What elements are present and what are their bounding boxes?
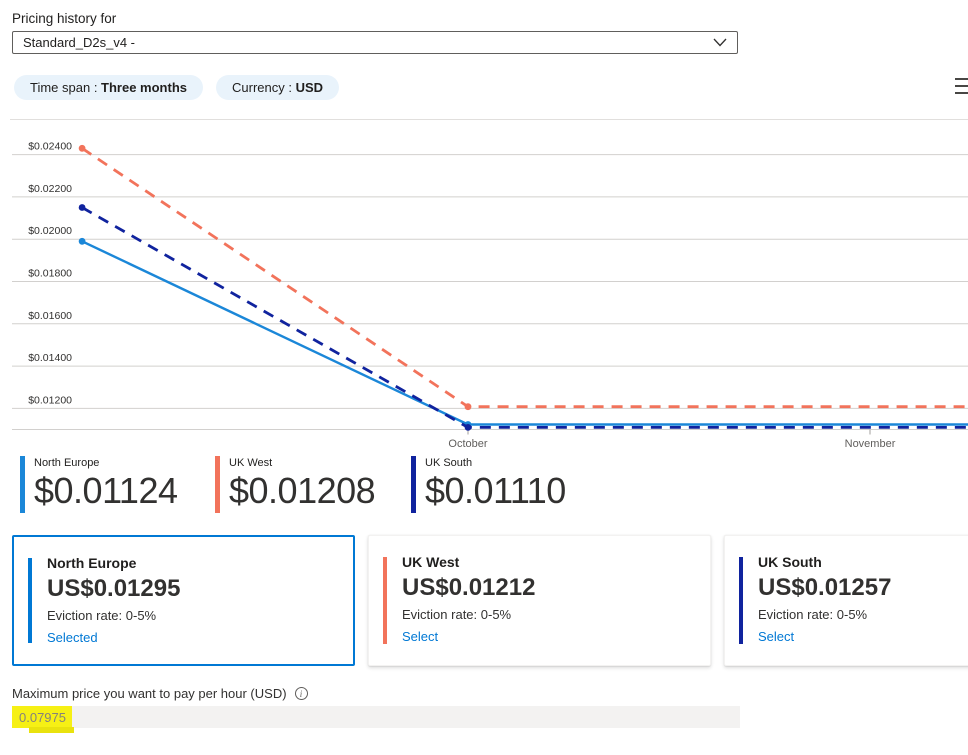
card-price: US$0.01257 — [758, 574, 892, 601]
data-point-marker — [78, 237, 86, 245]
time-span-pill[interactable]: Time span : Three months — [14, 75, 204, 100]
legend-item-uk-west[interactable]: UK West $0.01208 — [215, 456, 376, 513]
filter-pills: Time span : Three months Currency : USD — [14, 75, 340, 100]
card-eviction-rate: Eviction rate: 0-5% — [47, 608, 157, 623]
data-point-marker — [464, 424, 472, 431]
vm-size-dropdown[interactable]: Standard_D2s_v4 - — [12, 31, 738, 54]
max-price-value: 0.07975 — [19, 709, 66, 725]
card-select-link[interactable]: Select — [758, 629, 795, 644]
legend-color-bar — [215, 456, 220, 513]
legend-item-north-europe[interactable]: North Europe $0.01124 — [20, 456, 178, 513]
currency-label: Currency : — [232, 80, 296, 95]
legend-region: UK West — [229, 457, 273, 469]
chevron-down-icon — [713, 34, 727, 52]
x-axis-tick-label: November — [845, 438, 896, 450]
series-line-uk-south — [81, 206, 968, 429]
card-accent-bar — [383, 557, 387, 644]
card-region-title: UK West — [402, 554, 460, 570]
menu-bar — [955, 85, 968, 87]
chart-divider — [10, 119, 968, 120]
card-accent-bar — [28, 558, 32, 643]
highlight-mark — [12, 706, 72, 728]
y-axis-tick-label: $0.01200 — [28, 394, 72, 406]
card-region-title: North Europe — [47, 555, 137, 571]
chart-legend: North Europe $0.01124 UK West $0.01208 U… — [0, 456, 968, 516]
y-axis-tick-label: $0.01600 — [28, 310, 72, 322]
max-price-input[interactable]: 0.07975 — [12, 706, 740, 733]
pricing-history-label: Pricing history for — [12, 11, 117, 26]
legend-color-bar — [20, 456, 25, 513]
menu-bar — [955, 92, 968, 94]
time-span-label: Time span : — [30, 80, 102, 95]
y-axis-tick-label: $0.02400 — [28, 141, 72, 153]
card-select-link[interactable]: Select — [402, 629, 439, 644]
time-span-value: Three months — [101, 80, 188, 95]
y-axis-tick-label: $0.01400 — [28, 352, 72, 364]
region-card-uk-west[interactable]: UK West US$0.01212 Eviction rate: 0-5% S… — [368, 535, 711, 666]
highlight-mark-tail — [29, 727, 74, 733]
card-selected-link[interactable]: Selected — [47, 630, 98, 645]
series-line-north-europe — [81, 240, 968, 426]
legend-item-uk-south[interactable]: UK South $0.01110 — [411, 456, 566, 513]
legend-value: $0.01110 — [425, 470, 566, 511]
max-price-label: Maximum price you want to pay per hour (… — [12, 686, 287, 701]
price-history-chart: $0.02400 $0.02200 $0.02000 $0.01800 $0.01600… — [12, 141, 968, 450]
y-axis-tick-label: $0.01800 — [28, 268, 72, 280]
data-point-marker — [78, 144, 86, 152]
legend-value: $0.01124 — [34, 470, 178, 511]
info-icon[interactable]: i — [294, 687, 308, 700]
vm-size-dropdown-value: Standard_D2s_v4 - — [23, 35, 136, 50]
card-accent-bar — [739, 557, 743, 644]
legend-color-bar — [411, 456, 416, 513]
y-axis-tick-label: $0.02200 — [28, 183, 72, 195]
series-line-uk-west — [81, 147, 968, 409]
menu-bar — [955, 78, 968, 80]
legend-region: UK South — [425, 457, 473, 469]
currency-pill[interactable]: Currency : USD — [216, 75, 340, 100]
x-axis-tick-label: October — [448, 438, 487, 450]
legend-region: North Europe — [34, 457, 100, 469]
card-eviction-rate: Eviction rate: 0-5% — [402, 607, 512, 622]
card-price: US$0.01212 — [402, 574, 536, 601]
region-card-north-europe[interactable]: North Europe US$0.01295 Eviction rate: 0… — [12, 535, 355, 666]
currency-value: USD — [295, 80, 324, 95]
region-card-uk-south[interactable]: UK South US$0.01257 Eviction rate: 0-5% … — [724, 535, 968, 666]
chart-menu-icon[interactable] — [955, 78, 968, 99]
legend-value: $0.01208 — [229, 470, 376, 511]
card-price: US$0.01295 — [47, 575, 181, 602]
y-axis-tick-label: $0.02000 — [28, 225, 72, 237]
data-point-marker — [464, 403, 472, 411]
card-eviction-rate: Eviction rate: 0-5% — [758, 607, 868, 622]
card-region-title: UK South — [758, 554, 822, 570]
data-point-marker — [78, 204, 86, 211]
